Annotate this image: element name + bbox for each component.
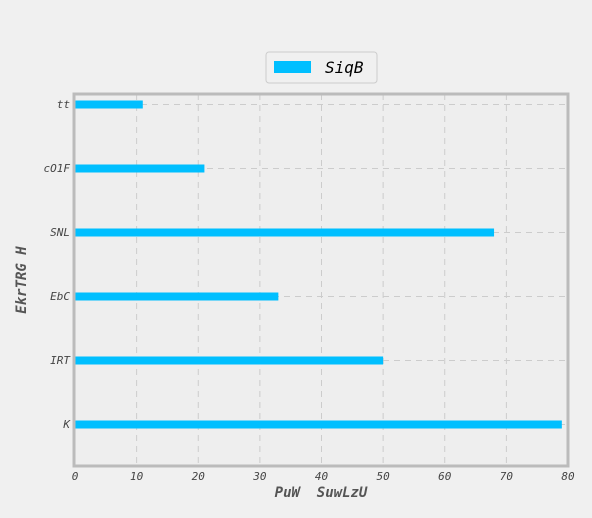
bar	[75, 420, 562, 429]
bar	[75, 356, 384, 365]
y-tick-label: K	[62, 418, 71, 431]
bars	[75, 100, 562, 429]
plot-frame	[72, 92, 570, 468]
x-tick-label: 70	[500, 470, 514, 483]
bar	[75, 100, 143, 109]
x-tick-label: 30	[252, 470, 267, 483]
x-tick-label: 50	[377, 470, 391, 483]
x-tick-label: 10	[130, 470, 144, 483]
x-tick-labels: 0 10 20 30 40 50 60 70 80	[72, 470, 575, 483]
bar	[75, 164, 205, 173]
y-tick-label: cO1F	[44, 162, 71, 175]
y-tick-label: tt	[57, 98, 71, 111]
y-tick-label: EbC	[50, 290, 70, 303]
y-tick-label: IRT	[50, 354, 71, 367]
legend-box	[265, 51, 378, 84]
bar	[75, 228, 495, 237]
x-tick-label: 60	[438, 470, 452, 483]
y-tick-label: SNL	[50, 226, 70, 239]
x-tick-label: 0	[72, 470, 79, 483]
y-axis-label: EkrTRG H	[14, 246, 30, 314]
legend-swatch	[274, 61, 311, 73]
legend: SiqB	[265, 51, 378, 84]
legend-label: SiqB	[325, 58, 364, 77]
x-tick-label: 20	[192, 470, 206, 483]
bar	[75, 292, 279, 301]
y-tick-labels: K IRT EbC SNL cO1F tt	[44, 98, 72, 431]
x-axis-label: PuW SuwLzU	[275, 485, 368, 501]
x-tick-label: 80	[561, 470, 575, 483]
x-tick-label: 40	[315, 470, 329, 483]
